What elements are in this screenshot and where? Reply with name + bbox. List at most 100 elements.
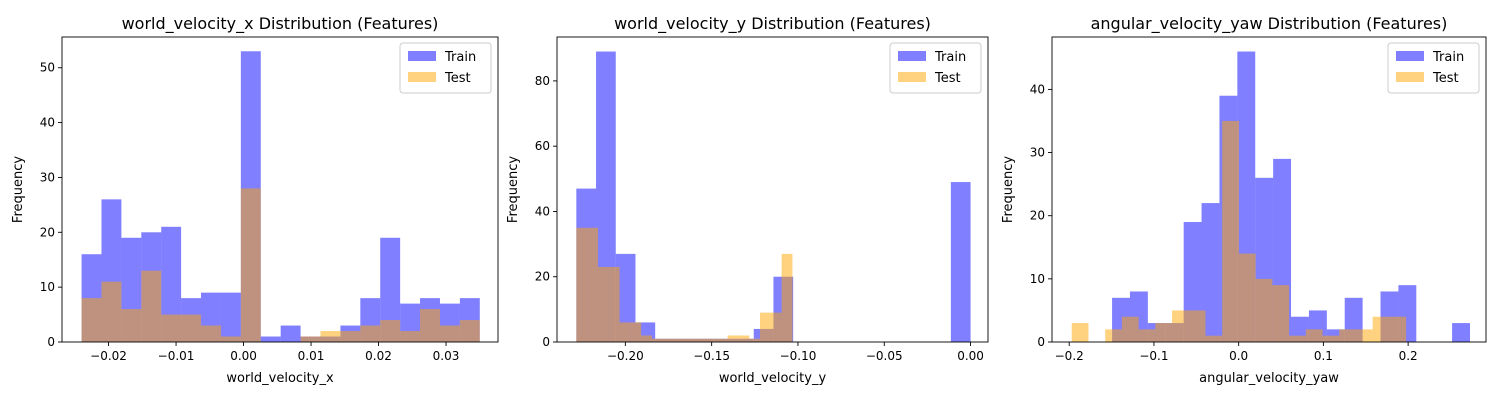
y-tick-label: 50: [40, 61, 55, 75]
bar-test-4: [619, 322, 631, 342]
x-tick-label: −0.02: [90, 349, 127, 363]
legend: Train Test: [1387, 42, 1480, 94]
bar-test-2: [121, 309, 142, 342]
y-tick-label: 0: [1037, 335, 1045, 349]
bar-test-15: [1322, 335, 1340, 342]
bar-test-12: [705, 338, 717, 342]
bar-test-5: [181, 314, 202, 342]
plot-frame: [1051, 36, 1487, 343]
bar-test-13: [716, 338, 728, 342]
bar-test-15: [380, 320, 401, 342]
bar-test-19: [459, 320, 480, 342]
plot-frame: [61, 36, 499, 343]
bar-train-7: [220, 292, 241, 342]
bar-test-16: [749, 338, 761, 342]
legend-swatch-train: [1396, 51, 1424, 61]
x-axis-label: world_velocity_x: [226, 371, 334, 386]
chart-panel-1: −0.02 −0.01 0.00 0.01 0.02 0.03 0 10 20 30 40 50 wor…: [11, 14, 499, 386]
y-axis-label: Frequency: [1001, 156, 1016, 223]
bar-test-18: [770, 312, 782, 342]
chart-title: world_velocity_x Distribution (Features): [122, 14, 439, 34]
x-tick-label: −0.15: [693, 349, 730, 363]
chart-title: world_velocity_y Distribution (Features): [614, 14, 931, 34]
bar-test-19: [1389, 316, 1407, 342]
bar-test-9: [1222, 120, 1239, 343]
x-tick-label: −0.10: [780, 349, 817, 363]
plot-frame: [556, 36, 989, 343]
legend-swatch-train: [408, 51, 436, 61]
legend-label-test: Test: [444, 71, 471, 86]
bar-test-19: [781, 253, 793, 342]
bar-test-11: [695, 338, 706, 342]
x-tick-label: 0.01: [298, 349, 325, 363]
y-tick-label: 20: [535, 270, 550, 284]
bar-test-14: [360, 325, 381, 342]
x-tick-label: −0.01: [158, 349, 195, 363]
bar-test-6: [641, 335, 652, 342]
bar-test-0: [1071, 323, 1089, 342]
y-tick-label: 0: [542, 335, 550, 349]
bar-test-8: [662, 338, 674, 342]
bar-test-14: [727, 335, 739, 342]
y-tick-label: 40: [535, 204, 550, 218]
bar-test-3: [608, 266, 620, 342]
y-tick-label: 0: [47, 335, 55, 349]
y-tick-label: 30: [40, 170, 55, 184]
x-tick-label: 0.0: [1229, 349, 1248, 363]
bar-test-3: [1121, 316, 1139, 342]
y-tick-label: 80: [535, 74, 550, 88]
bars: [576, 51, 971, 343]
bar-test-11: [300, 336, 321, 342]
bar-test-13: [340, 331, 361, 342]
y-axis-label: Frequency: [506, 156, 521, 223]
bar-test-1: [101, 281, 122, 342]
bar-test-9: [673, 338, 685, 342]
bar-test-8: [240, 188, 261, 342]
x-tick-label: −0.2: [1055, 349, 1084, 363]
x-tick-label: −0.1: [1139, 349, 1168, 363]
y-tick-label: 40: [40, 116, 55, 130]
y-tick-label: 40: [1030, 82, 1045, 96]
bar-test-6: [1172, 310, 1189, 342]
bar-train-10: [280, 325, 301, 342]
chart-title: angular_velocity_yaw Distribution (Featu…: [1091, 14, 1448, 34]
y-tick-label: 30: [1030, 146, 1045, 160]
bar-test-12: [320, 331, 341, 342]
bar-test-13: [1289, 335, 1306, 342]
bar-test-0: [81, 298, 102, 342]
y-tick-label: 60: [535, 139, 550, 153]
bars: [1071, 51, 1470, 343]
bar-test-17: [420, 309, 440, 342]
bar-test-7: [651, 338, 663, 342]
x-tick-label: 0.00: [957, 349, 984, 363]
bar-test-8: [1205, 335, 1223, 342]
x-tick-label: 0.02: [365, 349, 392, 363]
bars: [81, 51, 480, 342]
bar-test-11: [1255, 278, 1273, 342]
bar-test-17: [760, 312, 771, 342]
bar-test-12: [1272, 285, 1290, 342]
bar-test-16: [1339, 329, 1356, 342]
bar-train-19: [950, 182, 971, 342]
bar-test-10: [1238, 253, 1256, 342]
y-tick-label: 20: [40, 225, 55, 239]
bar-test-4: [161, 314, 182, 342]
legend-label-train: Train: [444, 50, 476, 65]
bar-test-3: [141, 270, 162, 342]
bar-test-1: [587, 227, 598, 342]
bar-test-17: [1355, 329, 1373, 342]
x-tick-label: 0.03: [433, 349, 460, 363]
bar-test-5: [630, 322, 642, 342]
x-tick-label: −0.05: [866, 349, 903, 363]
legend-swatch-test: [898, 72, 926, 82]
y-axis-label: Frequency: [11, 156, 26, 223]
legend-label-test: Test: [934, 71, 961, 86]
y-tick-label: 10: [1030, 272, 1045, 286]
legend: Train Test: [889, 42, 982, 94]
bar-test-14: [1305, 329, 1323, 342]
bar-test-4: [1138, 329, 1156, 342]
bar-train-2: [615, 253, 636, 342]
y-tick-label: 20: [1030, 209, 1045, 223]
legend-label-train: Train: [934, 50, 966, 65]
